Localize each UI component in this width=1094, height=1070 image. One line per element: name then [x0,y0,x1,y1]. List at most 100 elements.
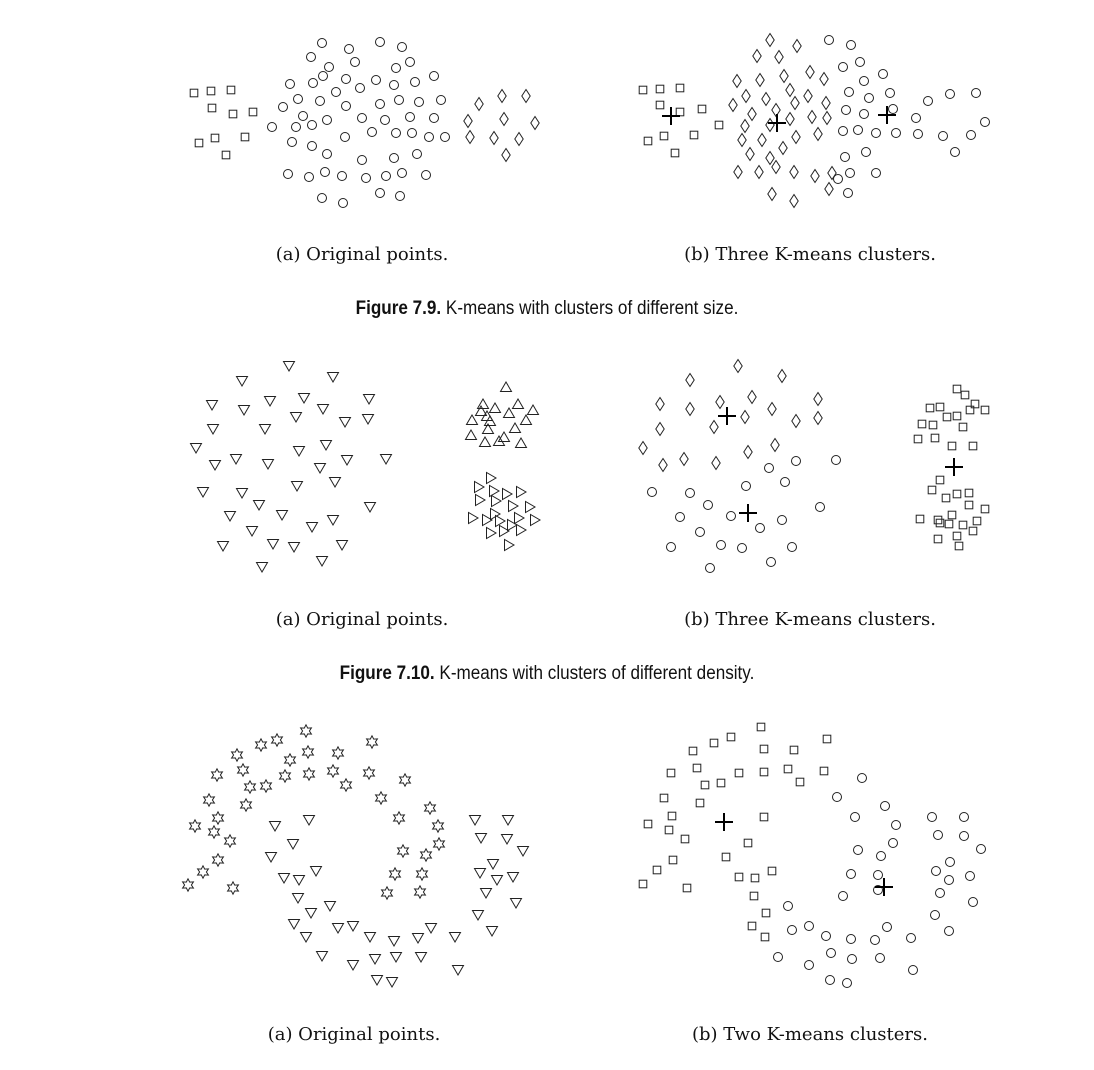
tri-down-point [275,510,289,521]
square-point [947,441,957,451]
fig2-caption-text: K-means with clusters of different densi… [439,663,755,684]
tri-down-point [340,455,354,466]
circle-point [766,557,776,567]
tri-down-point [326,515,340,526]
square-point [952,531,962,541]
circle-point [846,40,856,50]
circle-point [891,820,901,830]
tri-down-point [189,443,203,454]
star-point [339,777,353,793]
circle-point [394,95,404,105]
circle-point [338,198,348,208]
circle-point [911,113,921,123]
diamond-point [463,113,473,129]
tri-up-point [526,404,540,415]
square-point [933,515,943,525]
circle-point [315,96,325,106]
tri-down-point [264,852,278,863]
circle-point [780,477,790,487]
star-point [236,762,250,778]
diamond-point [765,150,775,166]
tri-up-point [488,402,502,413]
square-point [822,734,832,744]
star-point [283,752,297,768]
circle-point [283,169,293,179]
circle-point [938,131,948,141]
square-point [638,85,648,95]
tri-right-point [468,511,479,525]
circle-point [888,104,898,114]
square-point [968,441,978,451]
circle-point [293,94,303,104]
centroid-plus-marker [715,813,733,831]
circle-point [833,174,843,184]
diamond-point [501,147,511,163]
square-point [980,405,990,415]
circle-point [367,127,377,137]
circle-point [291,122,301,132]
star-point [380,885,394,901]
square-point [700,780,710,790]
circle-point [804,921,814,931]
circle-point [843,188,853,198]
tri-down-point [468,815,482,826]
fig3-panel-a-caption: (a) Original points. [267,1024,441,1045]
circle-point [882,922,892,932]
tri-up-point [519,414,533,425]
tri-down-point [389,952,403,963]
square-point [933,534,943,544]
star-point [423,800,437,816]
diamond-point [499,111,509,127]
star-point [398,772,412,788]
circle-point [944,926,954,936]
square-point [206,86,216,96]
square-point [819,766,829,776]
diamond-point [655,421,665,437]
tri-down-point [235,488,249,499]
diamond-point [741,88,751,104]
circle-point [371,75,381,85]
circle-point [685,488,695,498]
star-point [223,833,237,849]
square-point [935,402,945,412]
circle-point [322,115,332,125]
circle-point [846,934,856,944]
diamond-point [530,115,540,131]
diamond-point [791,129,801,145]
circle-point [804,960,814,970]
circle-point [307,120,317,130]
circle-point [741,481,751,491]
circle-point [666,542,676,552]
circle-point [891,128,901,138]
diamond-point [767,186,777,202]
tri-right-point [486,526,497,540]
tri-down-point [387,936,401,947]
circle-point [340,132,350,142]
circle-point [357,113,367,123]
circle-point [859,76,869,86]
diamond-point [521,88,531,104]
circle-point [407,128,417,138]
square-point [952,384,962,394]
square-point [221,150,231,160]
diamond-point [791,413,801,429]
square-point [915,514,925,524]
fig2-caption-label: Figure 7.10. [339,663,435,684]
circle-point [389,80,399,90]
tri-down-point [235,376,249,387]
fig1-caption-label: Figure 7.9. [355,298,442,319]
tri-right-point [489,484,500,498]
circle-point [821,931,831,941]
tri-up-point [474,405,488,416]
circle-point [846,869,856,879]
circle-point [968,897,978,907]
square-point [958,422,968,432]
diamond-point [813,410,823,426]
circle-point [944,875,954,885]
square-point [689,130,699,140]
circle-point [308,78,318,88]
star-point [259,778,273,794]
circle-point [298,111,308,121]
diamond-point [728,97,738,113]
circle-point [391,63,401,73]
